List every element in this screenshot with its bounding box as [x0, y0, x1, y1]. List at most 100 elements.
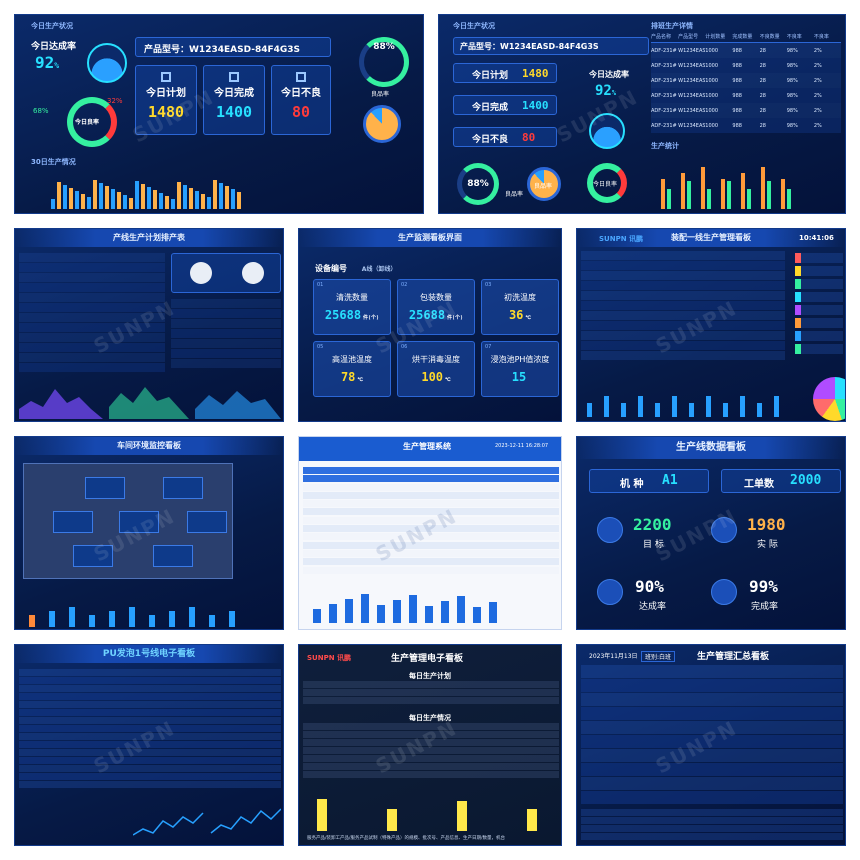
- table-row: [19, 693, 281, 700]
- dashboard-thumb-management[interactable]: SUNPN 讯鹏 生产管理电子看板 每日生产计划 每日生产情况 服务产品/装卸工…: [298, 644, 562, 846]
- bar: [123, 195, 127, 209]
- plan-table: [303, 681, 559, 707]
- bar: [231, 189, 235, 209]
- table-row: [303, 681, 559, 688]
- table-cell: 28: [759, 107, 766, 114]
- table-row: [19, 303, 165, 312]
- bar: [473, 607, 481, 623]
- table-cell: 988: [732, 77, 742, 84]
- bar: [109, 611, 115, 627]
- table-row: [19, 283, 165, 292]
- table-row: [19, 733, 281, 740]
- card-value: 78 ℃: [314, 370, 390, 384]
- bar: [87, 197, 91, 209]
- check-icon: [229, 72, 239, 82]
- plan-card[interactable]: 今日计划 1480: [135, 65, 197, 135]
- table-row: [303, 508, 559, 516]
- device-row: 设备编号 A线（卸线）: [315, 263, 396, 274]
- gauge3-label: 今日良率: [593, 181, 618, 188]
- bar: [111, 189, 115, 209]
- bar: [681, 173, 685, 209]
- bar: [169, 611, 175, 627]
- actual-label: 实 际: [757, 540, 778, 550]
- bar: [189, 607, 195, 627]
- bar: [377, 605, 385, 623]
- table-row: [19, 669, 281, 676]
- bad-row[interactable]: 今日不良 80: [453, 127, 557, 147]
- bar: [747, 189, 751, 209]
- area-chart: [19, 387, 281, 419]
- bar: [105, 186, 109, 209]
- bar: [159, 193, 163, 209]
- table-cell: ADF-231#: [651, 92, 677, 99]
- table-row: [19, 293, 165, 302]
- done-row[interactable]: 今日完成 1400: [453, 95, 557, 115]
- tile-title: PU发泡1号线电子看板: [15, 645, 283, 663]
- bar: [701, 167, 705, 209]
- dashboard-thumb-shift-detail[interactable]: 今日生产状况 产品型号：W1234EASD-84F4G3S 今日计划 1480 …: [438, 14, 846, 214]
- bar: [225, 186, 229, 209]
- table-row: [19, 741, 281, 748]
- bar-chart: [587, 383, 779, 417]
- done-value: 1400: [215, 103, 253, 121]
- done-card[interactable]: 今日完成 1400: [203, 65, 265, 135]
- table-row: [171, 339, 281, 348]
- target-label: 目 标: [643, 540, 664, 550]
- dashboard-thumb-assembly[interactable]: 装配一线生产管理看板 SUNPN 讯鹏 10:41:06 SUNPN: [576, 228, 846, 422]
- table-row: [19, 253, 165, 262]
- bar: [165, 196, 169, 209]
- bar-chart: [51, 177, 241, 209]
- plan-row[interactable]: 今日计划 1480: [453, 63, 557, 83]
- table-row: ADF-231#W1234EASD-84F4G3S1000 988 28 98% 2%: [651, 73, 841, 88]
- value-number: 100: [421, 370, 444, 384]
- bar: [99, 183, 103, 209]
- table-cell: W1234EASD-84F4G3S: [678, 92, 706, 99]
- dashboard-thumb-schedule[interactable]: 产线生产计划排产表 SUNPN: [14, 228, 284, 422]
- value-number: 15: [511, 370, 527, 384]
- dashboard-thumb-monitoring[interactable]: 生产监测看板界面 设备编号 A线（卸线） 01 清洗数量 25688 件(个) 02 包装…: [298, 228, 562, 422]
- bar-group: [701, 167, 711, 209]
- table-row: [581, 679, 843, 692]
- metric-card: 05 高温池温度 78 ℃: [313, 341, 391, 397]
- side-item: [795, 305, 843, 315]
- table-cell: W1234EASD-84F4G3S: [678, 62, 706, 69]
- table-row: [303, 533, 559, 541]
- table-row: [581, 341, 785, 350]
- bar: [209, 615, 215, 627]
- bar: [237, 192, 241, 209]
- left-pct: 68%: [33, 107, 49, 115]
- bad-card[interactable]: 今日不良 80: [271, 65, 331, 135]
- table-cell: 1000: [705, 107, 719, 114]
- value-number: 25688: [324, 308, 362, 322]
- table-cell: 98%: [786, 107, 798, 114]
- dashboard-thumb-environment[interactable]: 车间环境监控看板 SUNPN: [14, 436, 284, 630]
- table-cell: 98%: [786, 47, 798, 54]
- bar: [129, 607, 135, 627]
- pie-icon: [527, 167, 561, 201]
- value-unit: 件(个): [447, 315, 464, 321]
- bar-group: [661, 179, 671, 209]
- dashboard-thumb-line-data[interactable]: 生产线数据看板 机 种 A1 工单数 2000 2200 目 标 1980 实 …: [576, 436, 846, 630]
- sensor-card: [53, 511, 93, 533]
- date: 2023-12-11 16:28:07: [495, 443, 549, 449]
- bar-chart: [317, 789, 561, 831]
- done-value: 1400: [522, 99, 549, 112]
- bar: [587, 403, 592, 417]
- machine-value: A1: [662, 473, 678, 488]
- dashboard-thumb-production-status[interactable]: 今日生产状况 今日达成率 92% 今日良率 68% 32% 产品型号：W1234…: [14, 14, 424, 214]
- dashboard-thumb-system[interactable]: 生产管理系统 2023-12-11 16:28:07 SUNPN: [298, 436, 562, 630]
- table-row: [19, 709, 281, 716]
- table-row: [171, 309, 281, 318]
- header-cell: 不良数量: [759, 34, 780, 40]
- metric-card: 06 烘干消毒温度 100 ℃: [397, 341, 475, 397]
- pie-icon: [363, 105, 401, 143]
- chart-title: 生产统计: [651, 142, 679, 150]
- table-cell: 1000: [705, 47, 719, 54]
- dashboard-thumb-pu-line[interactable]: PU发泡1号线电子看板 SUNPN: [14, 644, 284, 846]
- dashboard-thumb-summary[interactable]: 2023年11月13日 班别:白班 生产管理汇总看板 SUNPN: [576, 644, 846, 846]
- panel-title: 今日生产状况: [31, 22, 73, 30]
- tile-title: 车间环境监控看板: [15, 437, 283, 455]
- bar: [723, 403, 728, 417]
- sensor-card: [73, 545, 113, 567]
- bar-chart: [313, 589, 497, 623]
